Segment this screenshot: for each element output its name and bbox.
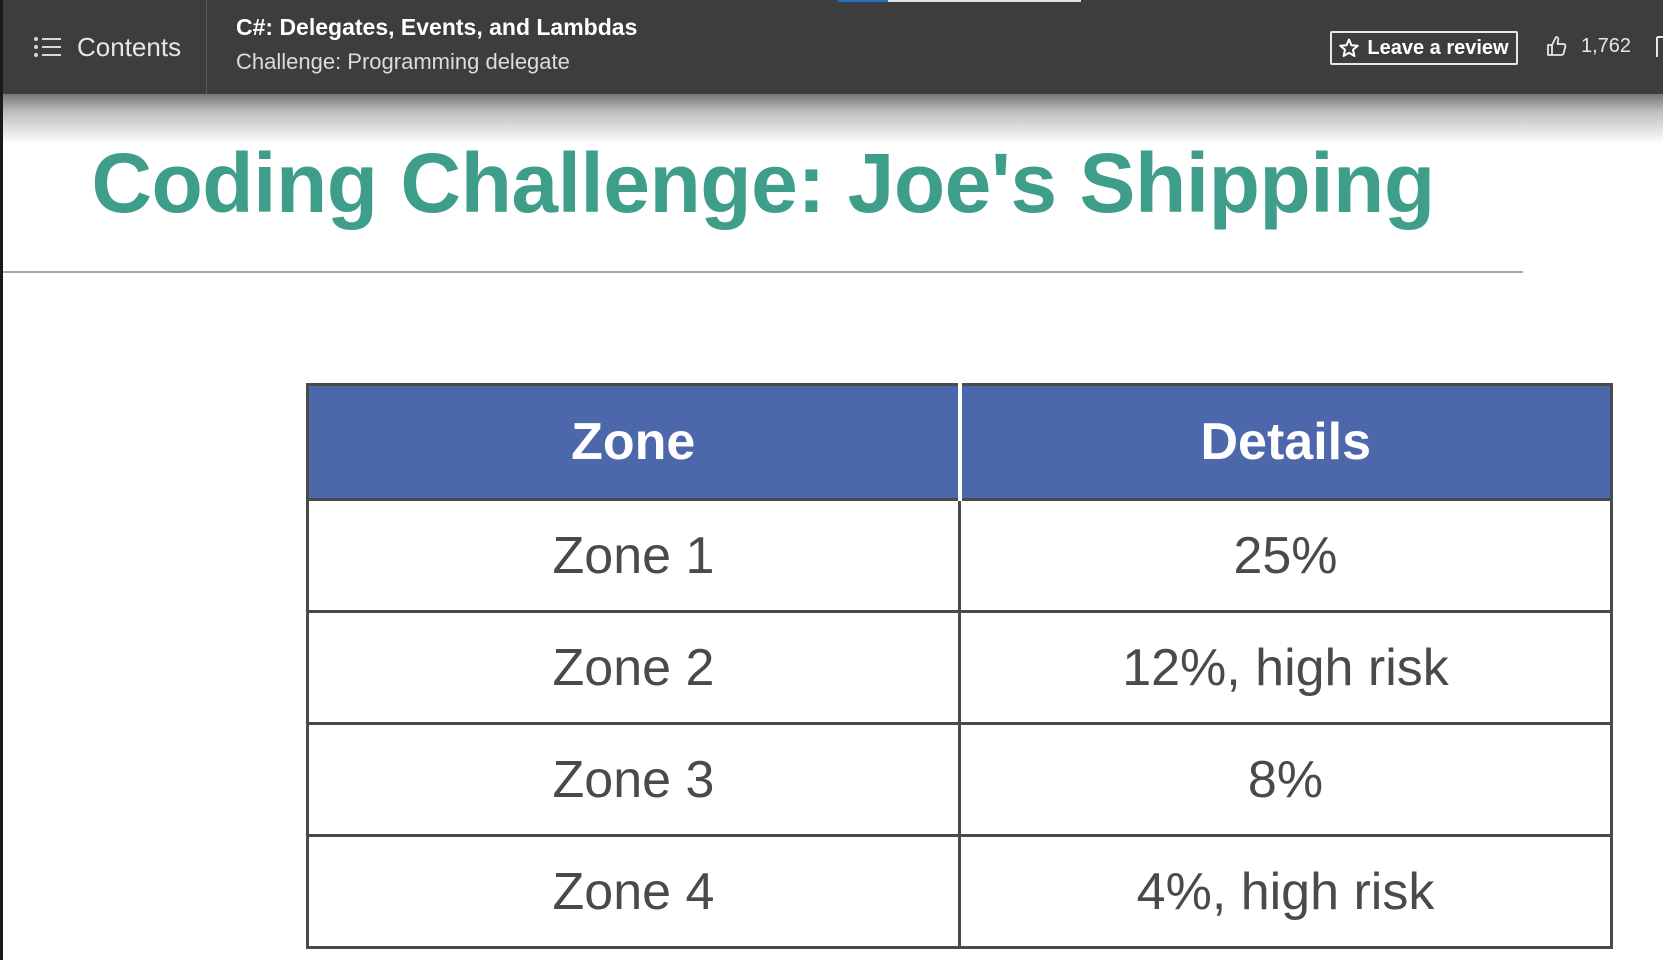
like-button[interactable]: 1,762 bbox=[1545, 34, 1631, 58]
player-header: Contents C#: Delegates, Events, and Lamb… bbox=[3, 0, 1663, 94]
zone-cell: Zone 1 bbox=[306, 498, 961, 613]
table-row: Zone 3 8% bbox=[306, 722, 1613, 837]
column-header-zone: Zone bbox=[306, 383, 961, 501]
header-shadow bbox=[3, 94, 1663, 144]
column-header-details: Details bbox=[957, 383, 1613, 501]
table-row: Zone 4 4%, high risk bbox=[306, 834, 1613, 949]
lesson-title: Challenge: Programming delegate bbox=[236, 49, 570, 74]
zone-cell: Zone 2 bbox=[306, 610, 961, 725]
contents-button[interactable]: Contents bbox=[3, 0, 207, 94]
video-progress-played bbox=[838, 0, 888, 2]
zone-cell: Zone 3 bbox=[306, 722, 961, 837]
leave-review-label: Leave a review bbox=[1367, 36, 1509, 59]
details-cell: 8% bbox=[958, 722, 1613, 837]
course-title[interactable]: C#: Delegates, Events, and Lambdas bbox=[236, 14, 638, 40]
course-info: C#: Delegates, Events, and Lambdas Chall… bbox=[236, 14, 637, 75]
like-count: 1,762 bbox=[1581, 34, 1632, 57]
table-row: Zone 1 25% bbox=[306, 498, 1613, 613]
window-edge bbox=[0, 0, 3, 960]
thumbs-up-icon bbox=[1545, 34, 1569, 58]
leave-review-button[interactable]: Leave a review bbox=[1330, 31, 1518, 65]
title-divider bbox=[3, 271, 1523, 273]
details-cell: 4%, high risk bbox=[958, 834, 1613, 949]
details-cell: 12%, high risk bbox=[958, 610, 1613, 725]
table-row: Zone 2 12%, high risk bbox=[306, 610, 1613, 725]
contents-label: Contents bbox=[77, 31, 182, 62]
list-icon bbox=[33, 35, 61, 59]
video-progress-buffered bbox=[888, 0, 1081, 2]
star-icon bbox=[1339, 38, 1360, 58]
bookmark-icon[interactable] bbox=[1656, 36, 1663, 58]
slide-title: Coding Challenge: Joe's Shipping bbox=[91, 136, 1435, 230]
table-header-row: Zone Details bbox=[306, 383, 1613, 501]
zone-cell: Zone 4 bbox=[306, 834, 961, 949]
zone-table: Zone Details Zone 1 25% Zone 2 12%, high… bbox=[306, 383, 1613, 949]
details-cell: 25% bbox=[958, 498, 1613, 613]
